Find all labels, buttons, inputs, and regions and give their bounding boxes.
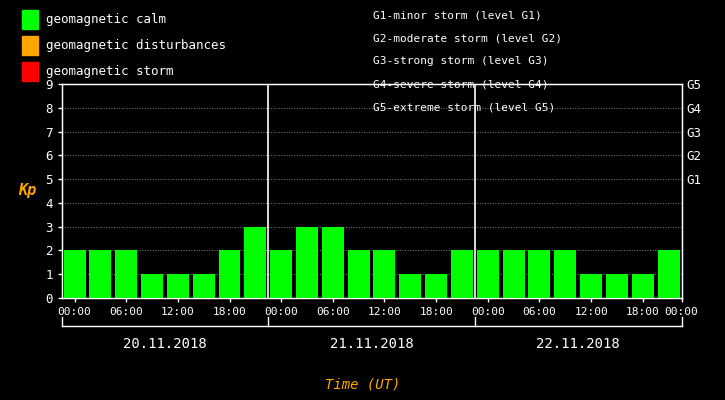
- Bar: [529, 250, 550, 298]
- Bar: [167, 274, 188, 298]
- Bar: [193, 274, 215, 298]
- Bar: [658, 250, 679, 298]
- Text: G5-extreme storm (level G5): G5-extreme storm (level G5): [373, 103, 555, 113]
- Bar: [64, 250, 86, 298]
- Bar: [115, 250, 137, 298]
- Text: G2-moderate storm (level G2): G2-moderate storm (level G2): [373, 33, 563, 43]
- Bar: [373, 250, 395, 298]
- Bar: [348, 250, 370, 298]
- Text: geomagnetic storm: geomagnetic storm: [46, 65, 174, 78]
- Bar: [218, 250, 241, 298]
- Text: 21.11.2018: 21.11.2018: [330, 337, 413, 351]
- Bar: [322, 227, 344, 298]
- Bar: [631, 274, 654, 298]
- Text: 20.11.2018: 20.11.2018: [123, 337, 207, 351]
- Bar: [89, 250, 112, 298]
- Text: Time (UT): Time (UT): [325, 378, 400, 392]
- Bar: [502, 250, 525, 298]
- Text: Kp: Kp: [18, 184, 37, 198]
- Text: G4-severe storm (level G4): G4-severe storm (level G4): [373, 80, 549, 90]
- Bar: [555, 250, 576, 298]
- Text: geomagnetic disturbances: geomagnetic disturbances: [46, 39, 226, 52]
- Bar: [580, 274, 602, 298]
- Text: 22.11.2018: 22.11.2018: [536, 337, 620, 351]
- Bar: [477, 250, 499, 298]
- Bar: [451, 250, 473, 298]
- Bar: [270, 250, 292, 298]
- Text: G1-minor storm (level G1): G1-minor storm (level G1): [373, 10, 542, 20]
- Text: G3-strong storm (level G3): G3-strong storm (level G3): [373, 56, 549, 66]
- Bar: [244, 227, 266, 298]
- Bar: [606, 274, 628, 298]
- Text: geomagnetic calm: geomagnetic calm: [46, 13, 167, 26]
- Bar: [425, 274, 447, 298]
- Bar: [399, 274, 421, 298]
- Bar: [296, 227, 318, 298]
- Bar: [141, 274, 163, 298]
